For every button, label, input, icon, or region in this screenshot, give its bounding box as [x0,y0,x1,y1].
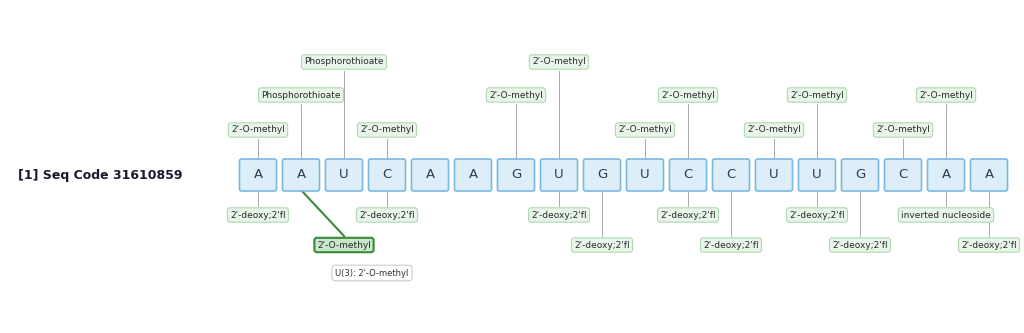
Text: 2'-O-methyl: 2'-O-methyl [231,126,285,135]
FancyBboxPatch shape [240,159,276,191]
FancyBboxPatch shape [713,159,750,191]
Text: Phosphorothioate: Phosphorothioate [304,58,384,67]
FancyBboxPatch shape [455,159,492,191]
Text: C: C [898,168,907,181]
Text: A: A [468,168,477,181]
Text: A: A [296,168,305,181]
Text: U: U [812,168,822,181]
Text: 2'-O-methyl: 2'-O-methyl [791,91,844,100]
FancyBboxPatch shape [971,159,1008,191]
Text: A: A [425,168,434,181]
Text: 2'-O-methyl: 2'-O-methyl [748,126,801,135]
FancyBboxPatch shape [670,159,707,191]
Text: Phosphorothioate: Phosphorothioate [261,91,341,100]
Text: 2'-O-methyl: 2'-O-methyl [877,126,930,135]
FancyBboxPatch shape [627,159,664,191]
Text: 2'-O-methyl: 2'-O-methyl [317,240,371,249]
Text: 2'-deoxy;2'fl: 2'-deoxy;2'fl [962,240,1017,249]
FancyBboxPatch shape [928,159,965,191]
Text: U: U [339,168,349,181]
Text: 2'-O-methyl: 2'-O-methyl [532,58,586,67]
Text: U: U [554,168,564,181]
Text: 2'-deoxy;2'fl: 2'-deoxy;2'fl [230,210,286,219]
Text: 2'-deoxy;2'fl: 2'-deoxy;2'fl [660,210,716,219]
Text: 2'-deoxy;2'fl: 2'-deoxy;2'fl [790,210,845,219]
FancyBboxPatch shape [885,159,922,191]
FancyBboxPatch shape [842,159,879,191]
FancyBboxPatch shape [498,159,535,191]
Text: G: G [855,168,865,181]
Text: 2'-deoxy;2'fl: 2'-deoxy;2'fl [574,240,630,249]
Text: A: A [984,168,993,181]
Text: C: C [382,168,391,181]
Text: A: A [253,168,262,181]
Text: A: A [941,168,950,181]
FancyBboxPatch shape [756,159,793,191]
FancyBboxPatch shape [326,159,362,191]
Text: 2'-O-methyl: 2'-O-methyl [920,91,973,100]
FancyBboxPatch shape [541,159,578,191]
Text: G: G [511,168,521,181]
FancyBboxPatch shape [412,159,449,191]
Text: 2'-O-methyl: 2'-O-methyl [360,126,414,135]
Text: 2'-O-methyl: 2'-O-methyl [618,126,672,135]
Text: 2'-deoxy;2'fl: 2'-deoxy;2'fl [531,210,587,219]
Text: 2'-deoxy;2'fl: 2'-deoxy;2'fl [833,240,888,249]
Text: 2'-O-methyl: 2'-O-methyl [662,91,715,100]
Text: [1] Seq Code 31610859: [1] Seq Code 31610859 [18,168,182,181]
Text: U: U [769,168,779,181]
Text: U: U [640,168,650,181]
Text: 2'-deoxy;2'fl: 2'-deoxy;2'fl [703,240,759,249]
FancyBboxPatch shape [584,159,621,191]
Text: C: C [683,168,692,181]
Text: U(3): 2'-O-methyl: U(3): 2'-O-methyl [335,268,409,277]
Text: 2'-deoxy;2'fl: 2'-deoxy;2'fl [359,210,415,219]
Text: inverted nucleoside: inverted nucleoside [901,210,991,219]
Text: 2'-O-methyl: 2'-O-methyl [489,91,543,100]
FancyBboxPatch shape [283,159,319,191]
FancyBboxPatch shape [799,159,836,191]
Text: C: C [726,168,735,181]
Text: G: G [597,168,607,181]
FancyBboxPatch shape [369,159,406,191]
